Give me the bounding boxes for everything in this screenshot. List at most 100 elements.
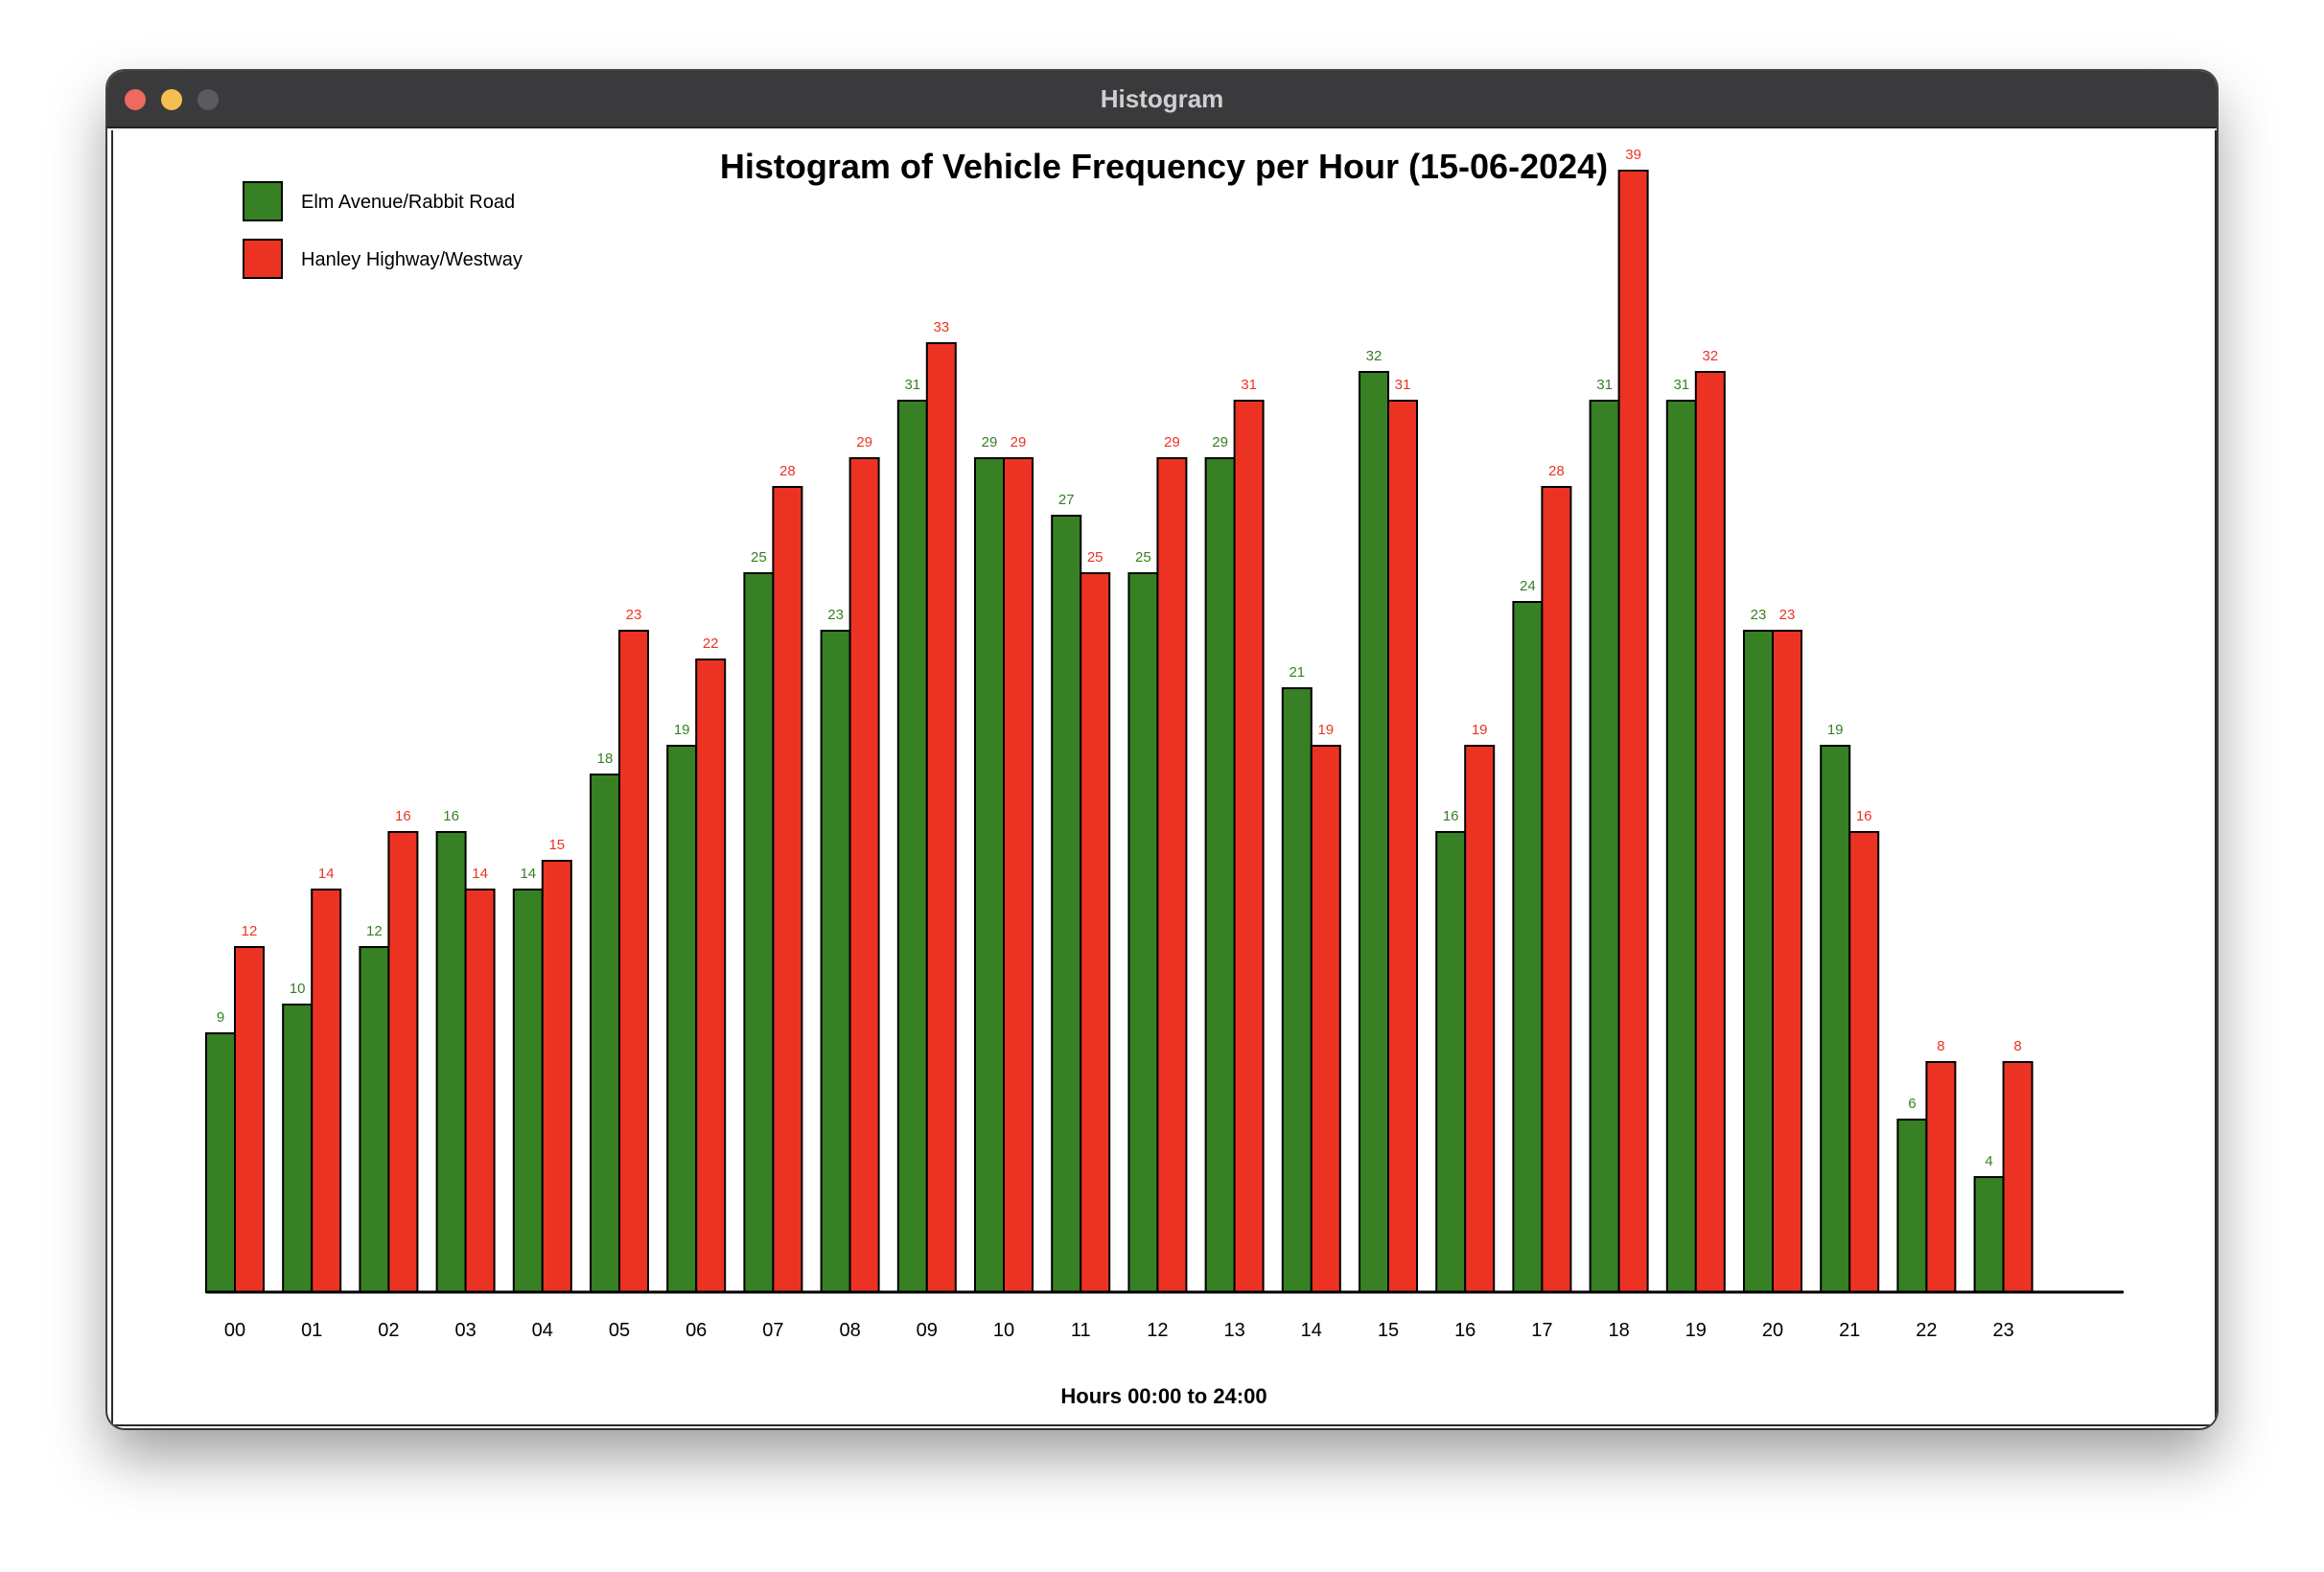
bar-value-label-elm-15: 32 (1366, 348, 1383, 364)
bar-elm-16 (1435, 831, 1467, 1293)
bar-elm-21 (1820, 745, 1851, 1293)
legend-swatch-1 (243, 239, 283, 279)
bar-value-label-elm-12: 25 (1135, 549, 1151, 566)
bar-value-label-hanley-14: 19 (1317, 722, 1334, 738)
x-tick-11: 11 (1071, 1320, 1091, 1341)
x-tick-18: 18 (1608, 1320, 1629, 1341)
x-tick-06: 06 (686, 1320, 707, 1341)
x-tick-17: 17 (1531, 1320, 1552, 1341)
bar-elm-11 (1051, 515, 1082, 1293)
bar-value-label-hanley-03: 14 (472, 866, 488, 882)
bar-hanley-01 (311, 889, 342, 1293)
bar-value-label-hanley-04: 15 (548, 837, 565, 853)
bar-elm-23 (1973, 1176, 2005, 1293)
legend-swatch-0 (243, 181, 283, 221)
bar-value-label-hanley-12: 29 (1164, 434, 1180, 451)
bar-hanley-23 (2002, 1061, 2034, 1293)
bar-elm-03 (435, 831, 467, 1293)
bar-hanley-06 (695, 659, 727, 1293)
x-tick-15: 15 (1378, 1320, 1399, 1341)
bar-value-label-hanley-13: 31 (1241, 377, 1257, 393)
bar-elm-04 (512, 889, 544, 1293)
bar-value-label-elm-16: 16 (1443, 808, 1459, 824)
bar-value-label-elm-09: 31 (904, 377, 920, 393)
bar-value-label-elm-03: 16 (443, 808, 459, 824)
chart-canvas: Histogram of Vehicle Frequency per Hour … (111, 130, 2217, 1426)
title-bar[interactable]: Histogram (107, 71, 2217, 128)
bar-elm-14 (1281, 687, 1313, 1293)
legend: Elm Avenue/Rabbit Road Hanley Highway/Wes… (243, 181, 523, 279)
bar-value-label-elm-19: 31 (1673, 377, 1689, 393)
bar-value-label-hanley-06: 22 (703, 636, 719, 652)
bar-elm-18 (1589, 400, 1620, 1293)
x-tick-19: 19 (1685, 1320, 1707, 1341)
x-tick-04: 04 (532, 1320, 553, 1341)
bar-hanley-02 (387, 831, 419, 1293)
x-tick-01: 01 (301, 1320, 322, 1341)
window-title: Histogram (1100, 84, 1224, 113)
bar-value-label-hanley-16: 19 (1472, 722, 1488, 738)
legend-label-0: Elm Avenue/Rabbit Road (301, 192, 515, 213)
x-axis-label: Hours 00:00 to 24:00 (1060, 1384, 1267, 1408)
bar-elm-13 (1204, 457, 1236, 1293)
x-tick-20: 20 (1762, 1320, 1783, 1341)
bar-elm-08 (820, 630, 851, 1293)
bar-value-label-hanley-05: 23 (626, 607, 642, 623)
bar-elm-02 (359, 946, 390, 1293)
bar-hanley-15 (1387, 400, 1418, 1293)
bar-hanley-09 (925, 342, 957, 1293)
histogram-chart: Histogram of Vehicle Frequency per Hour … (205, 147, 2124, 1408)
bar-elm-09 (896, 400, 928, 1293)
bar-elm-06 (666, 745, 698, 1293)
bar-hanley-12 (1156, 457, 1188, 1293)
bar-value-label-elm-06: 19 (674, 722, 690, 738)
bar-elm-07 (743, 572, 775, 1293)
bar-value-label-elm-20: 23 (1751, 607, 1767, 623)
bar-value-label-hanley-21: 16 (1856, 808, 1872, 824)
bar-hanley-00 (234, 946, 265, 1293)
bar-value-label-hanley-10: 29 (1011, 434, 1027, 451)
bar-elm-10 (974, 457, 1005, 1293)
bar-hanley-20 (1772, 630, 1802, 1293)
close-button[interactable] (125, 89, 146, 110)
x-tick-02: 02 (378, 1320, 399, 1341)
x-tick-23: 23 (1992, 1320, 2013, 1341)
bar-elm-22 (1896, 1119, 1928, 1293)
bar-value-label-elm-02: 12 (366, 923, 383, 939)
bar-value-label-elm-21: 19 (1827, 722, 1844, 738)
bar-elm-19 (1665, 400, 1697, 1293)
bar-hanley-21 (1848, 831, 1880, 1293)
bar-value-label-hanley-07: 28 (779, 463, 796, 479)
bar-hanley-14 (1310, 745, 1341, 1293)
bar-value-label-hanley-11: 25 (1087, 549, 1104, 566)
bar-value-label-hanley-00: 12 (242, 923, 258, 939)
bar-elm-17 (1512, 601, 1544, 1293)
bar-hanley-08 (848, 457, 880, 1293)
bar-elm-12 (1127, 572, 1159, 1293)
bar-value-label-hanley-09: 33 (933, 319, 949, 335)
bar-value-label-elm-18: 31 (1596, 377, 1613, 393)
bar-hanley-04 (541, 860, 572, 1293)
bar-value-label-elm-22: 6 (1908, 1096, 1916, 1112)
x-tick-08: 08 (839, 1320, 860, 1341)
bar-hanley-19 (1694, 371, 1726, 1293)
minimize-button[interactable] (161, 89, 182, 110)
bar-value-label-hanley-18: 39 (1625, 147, 1641, 163)
bar-value-label-elm-13: 29 (1212, 434, 1228, 451)
bar-value-label-elm-14: 21 (1289, 664, 1305, 681)
bar-elm-15 (1359, 371, 1389, 1293)
bar-hanley-05 (618, 630, 649, 1293)
bar-value-label-elm-00: 9 (217, 1009, 224, 1026)
legend-label-1: Hanley Highway/Westway (301, 249, 523, 270)
bar-elm-20 (1743, 630, 1774, 1293)
x-tick-05: 05 (609, 1320, 630, 1341)
bar-value-label-hanley-01: 14 (318, 866, 335, 882)
bar-value-label-elm-17: 24 (1520, 578, 1536, 594)
x-tick-07: 07 (762, 1320, 783, 1341)
maximize-button[interactable] (198, 89, 219, 110)
bar-value-label-elm-01: 10 (290, 981, 306, 997)
bar-value-label-elm-05: 18 (597, 751, 614, 767)
x-tick-09: 09 (917, 1320, 938, 1341)
bar-hanley-17 (1541, 486, 1572, 1293)
bar-value-label-elm-11: 27 (1058, 492, 1075, 508)
